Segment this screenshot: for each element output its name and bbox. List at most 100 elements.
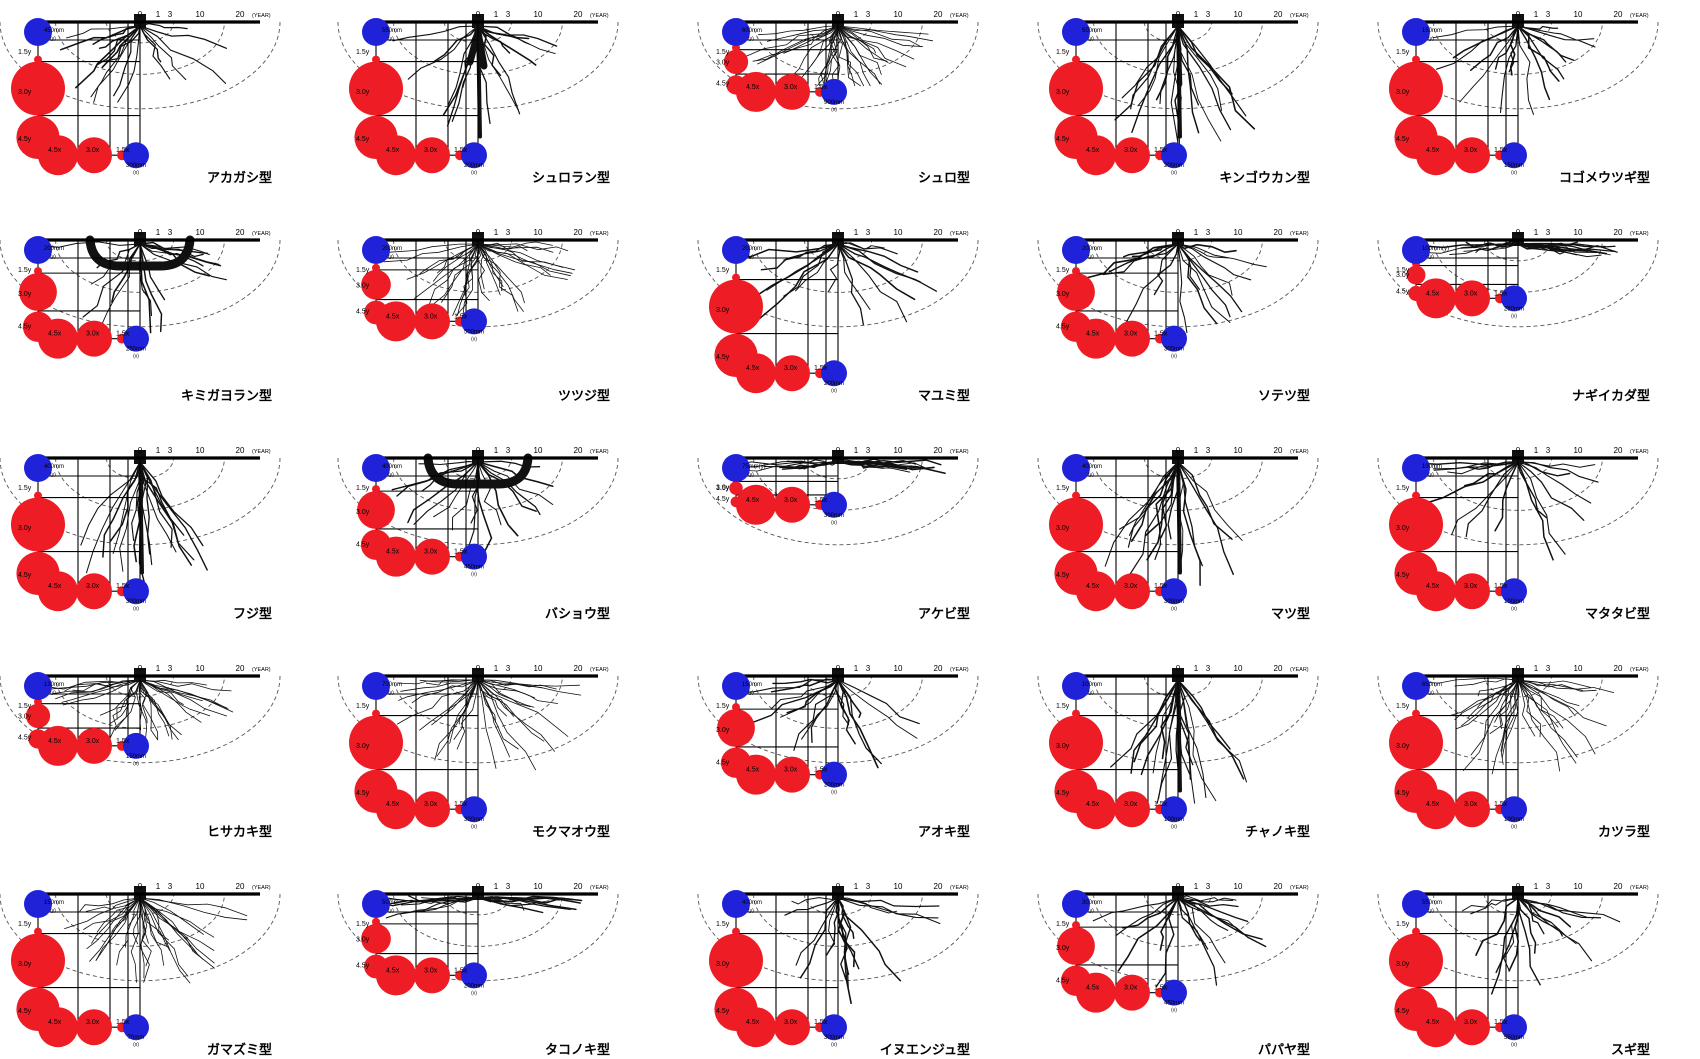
x-scale-value: 300mm: [824, 513, 844, 519]
root-branch: [477, 679, 535, 708]
x-mark-label: 3.0x: [1124, 583, 1138, 590]
blue-spread-scale: [1161, 325, 1187, 352]
axis-tick-label: 10: [894, 10, 903, 19]
root-branch: [477, 679, 543, 689]
blue-depth-scale: [1062, 454, 1090, 482]
y-mark-label: 3.0y: [18, 713, 32, 720]
axis-tick-label: 0: [138, 10, 143, 19]
root-branch: [477, 679, 569, 737]
blue-depth-scale: [362, 236, 390, 264]
axis-tick-label: 0: [836, 882, 841, 891]
root-branch: [1517, 679, 1576, 717]
x-mark-label: 3.0x: [1464, 583, 1478, 590]
red-circle-4-5x: [1416, 1007, 1456, 1048]
axis-tick-label: 3: [1206, 882, 1211, 891]
panel: 0 1 3 10 20 (YEAR) 1.5y 3.0y 4.5y 4.5x 3.0x 1.5x 700…: [337, 664, 619, 839]
red-circle-3-0x: [774, 1009, 810, 1046]
axis-tick-label: 20: [574, 446, 583, 455]
root-branch: [477, 897, 525, 911]
x-mark-label: 3.0x: [784, 1019, 798, 1026]
red-circle-4-5x: [736, 1007, 776, 1048]
y-mark-label: 4.5y: [716, 80, 730, 87]
red-circle-4-5x: [376, 301, 416, 342]
x-scale-value: 200mm: [464, 983, 484, 989]
root-branch: [1517, 461, 1548, 519]
y-mark-label: 3.0y: [1396, 272, 1410, 279]
red-circle-3-0y: [729, 481, 743, 495]
axis-tick-label: 0: [138, 228, 143, 237]
root-branch: [139, 679, 203, 702]
axis-tick-label: 3: [1206, 228, 1211, 237]
root-branch: [420, 897, 479, 912]
axis-tick-label: 0: [476, 664, 481, 673]
root-branch: [1177, 243, 1188, 334]
blue-depth-scale: [1402, 236, 1430, 264]
red-circle-3-0y: [709, 933, 763, 988]
y-unit-label: (y): [388, 908, 394, 914]
red-dot-1-5y: [1412, 709, 1420, 718]
x-mark-label: 4.5x: [746, 1019, 760, 1026]
root-branch: [1177, 243, 1230, 259]
root-branch: [801, 679, 839, 740]
red-circle-3-0x: [774, 486, 810, 523]
root-branch: [834, 679, 850, 725]
panel-title: カツラ型: [1598, 824, 1650, 839]
root-branch: [477, 461, 537, 512]
x-mark-label: 4.5x: [1086, 801, 1100, 808]
depth-markers: [349, 55, 465, 176]
y-mark-label: 1.5y: [716, 703, 730, 710]
red-dot-1-5y: [34, 491, 42, 500]
axis-tick-label: 20: [236, 10, 245, 19]
axis-tick-label: 10: [1234, 882, 1243, 891]
root-branch: [108, 679, 141, 741]
x-mark-label: 1.5x: [814, 1019, 828, 1026]
y-unit-label: (y): [1428, 690, 1434, 696]
axis-tick-label: 3: [506, 664, 511, 673]
blue-depth-scale: [24, 890, 52, 918]
root-branch: [837, 897, 939, 919]
root-branch: [1122, 897, 1179, 929]
panel: 0 1 3 10 20 (YEAR) 1.5y 3.0y 4.5y 4.5x 3.0x 1.5x 550…: [1377, 882, 1659, 1057]
blue-spread-scale: [123, 1014, 149, 1041]
red-dot-1-5y: [34, 267, 42, 276]
root-branch: [837, 25, 924, 47]
year-unit-label: (YEAR): [252, 13, 271, 19]
root-branch: [139, 461, 204, 547]
panel: 0 1 3 10 20 (YEAR) 1.5y 3.0y 4.5y 4.5x 3.0x 1.5x 300…: [1037, 882, 1319, 1057]
red-circle-3-0y: [349, 61, 403, 116]
root-branch: [837, 243, 871, 311]
red-circle-3-0y: [709, 279, 763, 334]
axis-tick-label: 1: [854, 10, 859, 19]
blue-depth-scale: [362, 890, 390, 918]
year-unit-label: (YEAR): [590, 231, 609, 237]
year-unit-label: (YEAR): [590, 13, 609, 19]
root-branch: [1517, 25, 1595, 41]
y-unit-label: (y): [1088, 690, 1094, 696]
red-circle-3-0x: [76, 320, 112, 357]
y-mark-label: 4.5y: [716, 354, 730, 361]
root-branch: [392, 25, 479, 42]
root-branch: [1449, 243, 1519, 255]
red-circle-3-0y: [19, 273, 57, 311]
root-branch: [818, 25, 839, 87]
root-branch: [837, 461, 889, 466]
root-system: [1092, 886, 1267, 988]
depth-markers: [11, 491, 127, 612]
root-branch: [477, 243, 486, 290]
y-mark-label: 3.0y: [1396, 525, 1410, 532]
root-branch: [1451, 461, 1519, 536]
y-mark-label: 4.5y: [18, 1008, 32, 1015]
axis-tick-label: 0: [1176, 664, 1181, 673]
red-dot-1-5y: [1072, 55, 1080, 64]
axis-tick-label: 20: [1614, 228, 1623, 237]
blue-depth-scale: [24, 454, 52, 482]
root-branch: [139, 897, 165, 966]
root-branch: [477, 679, 497, 769]
axis-tick-label: 3: [506, 882, 511, 891]
y-mark-label: 1.5y: [1056, 485, 1070, 492]
x-unit-label: (x): [1171, 170, 1177, 176]
axis-tick-label: 10: [1574, 228, 1583, 237]
axis-tick-label: 1: [1534, 10, 1539, 19]
